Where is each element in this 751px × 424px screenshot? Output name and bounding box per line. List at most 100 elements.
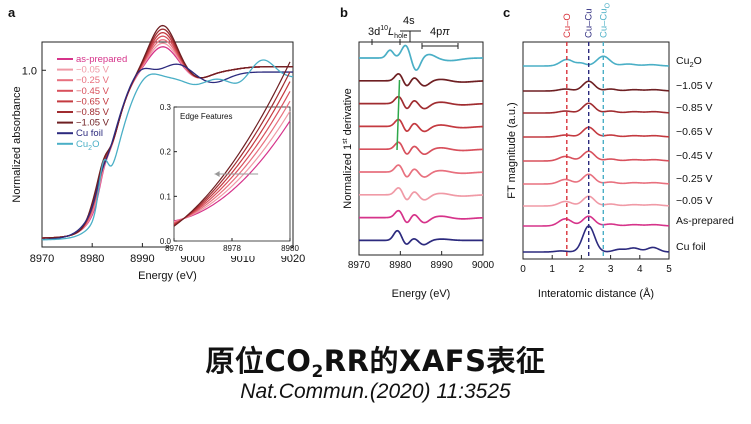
legend-label-a-0: as-prepared <box>76 54 127 65</box>
legend-a: as-prepared−0.05 V−0.25 V−0.45 V−0.65 V−… <box>57 54 127 152</box>
inset-title-a: Edge Features <box>180 112 232 121</box>
series-line-c-6 <box>523 195 670 207</box>
caption-title: 原位CO2RR的XAFS表征 <box>205 344 546 382</box>
x-tick-label-a-0: 8970 <box>30 253 54 265</box>
inset-line-a-4 <box>173 81 291 225</box>
x-tick-label-c-2: 2 <box>579 264 585 275</box>
x-tick-label-c-5: 5 <box>666 264 672 275</box>
legend-text-a-8: Cu <box>76 139 88 150</box>
axes-frame-c <box>522 41 670 260</box>
series-line-b-0 <box>359 44 483 71</box>
series-label-c-3: −0.65 V <box>676 126 713 138</box>
legend-text-a-1: −0.05 V <box>76 65 110 76</box>
series-label-text-c-0: Cu <box>676 55 690 67</box>
legend-text-a-7: Cu foil <box>76 128 103 139</box>
inset-x-tick-label-a-2: 8980 <box>281 244 299 253</box>
series-line-a-6 <box>41 24 293 239</box>
series-label-text-c-7: As-prepared <box>676 215 734 227</box>
x-tick-label-a-1: 8980 <box>80 253 104 265</box>
x-tick-label-c-3: 3 <box>608 264 614 275</box>
x-axis-label-b: Energy (eV) <box>392 288 451 300</box>
series-line-b-4 <box>359 141 484 156</box>
x-axis-label-c: Interatomic distance (Å) <box>538 287 654 300</box>
panel-label-b: b <box>340 5 348 20</box>
series-line-c-4 <box>523 150 670 162</box>
legend-text-a-2: −0.25 V <box>76 75 110 86</box>
series-group-a <box>41 24 294 241</box>
series-label-text-c-8: Cu foil <box>676 241 706 253</box>
inset-y-tick-label-a-0: 0.0 <box>160 237 172 246</box>
y-axis-label-a: Normalized absorbance <box>11 86 23 202</box>
panel-label-c: c <box>503 5 510 20</box>
panel-label-a: a <box>8 5 16 20</box>
inset-line-a-3 <box>173 91 291 225</box>
inset-x-tick-label-a-1: 8978 <box>223 244 241 253</box>
series-line-b-2 <box>359 95 484 110</box>
y-axis-label-b-main: Normalized 1 <box>342 144 354 209</box>
inset-x-tick-label-a-0: 8976 <box>165 244 183 253</box>
reference-label-c-2: Cu–CuO <box>598 2 611 38</box>
inset-line-a-5 <box>173 71 291 226</box>
inset-series-group-a <box>173 61 291 227</box>
series-label-tail-c-0: O <box>694 55 702 67</box>
series-group-c <box>523 55 670 253</box>
series-label-text-c-5: −0.25 V <box>676 173 713 185</box>
caption-source: Nat.Commun.(2020) 11:3525 <box>240 380 511 403</box>
series-label-text-c-4: −0.45 V <box>676 150 713 162</box>
series-label-c-1: −1.05 V <box>676 80 713 92</box>
series-line-a-7 <box>41 63 293 241</box>
annotation-b-4p: 4p <box>430 26 442 38</box>
legend-label-a-1: −0.05 V <box>76 65 110 76</box>
series-label-c-7: As-prepared <box>676 215 734 227</box>
annotation-b-10: 10 <box>380 25 388 32</box>
series-line-b-8 <box>359 229 483 246</box>
inset-line-a-2 <box>173 100 291 224</box>
legend-label-a-3: −0.45 V <box>76 86 110 97</box>
y-tick-label-a-0: 1.0 <box>22 65 37 77</box>
series-line-c-8 <box>523 225 670 253</box>
reference-label-c-1: Cu–Cu <box>584 8 595 38</box>
legend-tail-a-8: O <box>92 139 99 150</box>
x-tick-label-b-0: 8970 <box>348 260 371 271</box>
y-axis-label-c: FT magnitude (a.u.) <box>506 102 518 198</box>
x-tick-label-b-3: 9000 <box>472 260 495 271</box>
edge-marker-line-b <box>396 79 401 151</box>
series-line-b-5 <box>359 164 484 178</box>
x-tick-label-b-1: 8980 <box>389 260 412 271</box>
series-line-b-7 <box>359 209 484 224</box>
series-line-c-5 <box>523 173 670 185</box>
y-axis-label-b-tail: derivative <box>342 88 354 138</box>
legend-text-a-0: as-prepared <box>76 54 127 65</box>
series-label-text-c-1: −1.05 V <box>676 80 713 92</box>
series-line-c-1 <box>523 80 670 92</box>
x-tick-label-c-1: 1 <box>549 264 555 275</box>
legend-label-a-6: −1.05 V <box>76 118 110 129</box>
reference-label-sub-c-2: O <box>604 2 611 8</box>
annotation-b-3d: 3d <box>368 26 380 38</box>
series-label-c-0: Cu2O <box>676 55 702 69</box>
annotation-b-hole: hole <box>394 33 407 40</box>
series-line-c-7 <box>523 215 670 227</box>
x-tick-label-a-2: 8990 <box>130 253 154 265</box>
x-tick-label-c-0: 0 <box>520 264 526 275</box>
legend-sub-a-8: 2 <box>88 145 92 152</box>
annotation-b-3d10lhole: 3d10Lhole <box>368 25 408 40</box>
inset-line-a-0 <box>173 120 291 222</box>
series-label-text-c-2: −0.85 V <box>676 102 713 114</box>
reference-label-c-0: Cu–O <box>562 13 573 38</box>
y-axis-label-b-sup: st <box>342 138 349 144</box>
legend-text-a-3: −0.45 V <box>76 86 110 97</box>
legend-text-a-5: −0.85 V <box>76 107 110 118</box>
legend-label-a-5: −0.85 V <box>76 107 110 118</box>
x-tick-label-b-2: 8990 <box>431 260 454 271</box>
inset-y-tick-label-a-1: 0.1 <box>160 192 172 201</box>
x-axis-label-a: Energy (eV) <box>138 270 197 282</box>
y-axis-label-b: Normalized 1st derivative <box>342 88 354 208</box>
series-label-c-2: −0.85 V <box>676 102 713 114</box>
legend-text-a-6: −1.05 V <box>76 118 110 129</box>
annotation-b-4s: 4s <box>403 15 415 27</box>
series-line-c-2 <box>523 102 670 114</box>
legend-label-a-2: −0.25 V <box>76 75 110 86</box>
reference-label-text-c-1: Cu–Cu <box>584 8 595 38</box>
